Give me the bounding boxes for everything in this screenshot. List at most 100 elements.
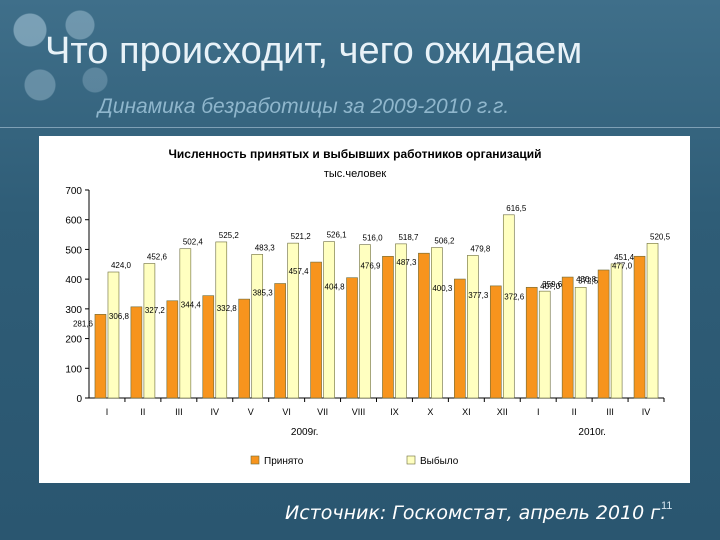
bar-accepted [130,306,143,399]
bar-accepted [166,300,179,399]
data-label: 525,2 [219,231,240,240]
data-label: 506,2 [434,237,455,246]
bar-left [323,241,335,399]
y-tick-label: 400 [65,275,82,286]
data-label: 400,3 [432,284,453,293]
bar-left [143,263,156,399]
bar-accepted [489,285,502,399]
bar-left [467,255,479,399]
data-label: 404,8 [325,283,346,292]
data-label: 377,3 [468,291,489,300]
bar-accepted [525,286,538,399]
data-label: 518,7 [398,233,419,242]
data-label: 526,1 [327,231,348,240]
puzzle-decoration [0,0,120,120]
data-label: 477,0 [612,261,633,270]
bar-left [395,243,407,399]
chart-subtitle: тыс.человек [324,168,386,180]
bar-left [574,287,587,399]
data-label: 487,3 [396,258,417,267]
source-note: Источник: Госкомстат, апрель 2010 г. [285,502,667,524]
bar-chart: Численность принятых и выбывших работник… [65,147,671,467]
data-label: 616,5 [506,204,527,213]
bar-accepted [597,269,610,399]
data-label: 520,5 [650,232,671,241]
legend-swatch [250,455,260,465]
x-tick-label: VIII [352,407,366,417]
bar-accepted [418,252,430,399]
x-tick-label: II [140,407,145,417]
bar-accepted [633,255,646,399]
bar-accepted [454,278,466,399]
data-label: 407,0 [540,282,561,291]
y-tick-label: 300 [65,305,82,316]
x-tick-label: XII [497,407,508,417]
chart-title: Численность принятых и выбывших работник… [168,147,541,161]
x-tick-label: II [572,407,577,417]
x-tick-label: VII [317,407,328,417]
data-label: 457,4 [289,267,310,276]
title-divider [0,127,720,128]
bar-left [179,248,192,399]
bar-left [431,247,443,399]
y-tick-label: 100 [65,364,82,375]
x-tick-label: III [606,407,614,417]
data-label: 306,8 [109,312,130,321]
bar-left [251,254,264,399]
y-tick-label: 200 [65,335,82,346]
legend-swatch [406,455,416,465]
bar-left [287,242,299,399]
x-tick-label: IV [642,407,651,417]
data-label: 372,5 [578,276,599,285]
bar-left [359,244,371,399]
x-tick-label: IX [390,407,399,417]
x-group-label: 2010г. [578,427,605,438]
x-tick-label: I [106,407,109,417]
page-number: 11 [661,500,673,512]
bar-accepted [94,314,107,399]
y-tick-label: 500 [65,245,82,256]
data-label: 424,0 [111,261,132,270]
bar-accepted [274,283,286,399]
bar-left [215,241,228,399]
data-label: 476,9 [360,261,381,270]
y-tick-label: 0 [76,394,82,405]
x-tick-label: X [427,407,433,417]
data-label: 281,6 [73,319,94,328]
data-label: 479,8 [470,244,491,253]
data-label: 516,0 [363,234,384,243]
data-label: 344,4 [181,301,202,310]
bar-accepted [346,277,358,399]
x-tick-label: IV [211,407,220,417]
bar-left [538,290,551,399]
data-label: 451,4 [614,253,635,262]
bar-left [610,263,623,399]
x-tick-label: III [175,407,183,417]
bar-left [646,243,659,399]
legend-label: Выбыло [420,455,459,467]
bar-left [107,271,120,399]
data-label: 521,2 [291,232,312,241]
bar-accepted [382,255,394,399]
y-tick-label: 600 [65,216,82,227]
x-group-label: 2009г. [291,427,318,438]
chart-panel: Численность принятых и выбывших работник… [39,136,690,483]
data-label: 359,6 [542,280,563,289]
data-label: 327,2 [145,306,166,315]
x-tick-label: VI [282,407,291,417]
y-tick-label: 700 [65,186,82,197]
x-tick-label: I [537,407,540,417]
data-label: 385,3 [253,289,274,298]
x-tick-label: XI [462,407,471,417]
x-tick-label: V [248,407,254,417]
data-label: 502,4 [183,238,204,247]
bar-accepted [238,298,251,399]
data-label: 452,6 [147,253,168,262]
slide-title: Что происходит, чего ожидаем [45,30,583,72]
data-label: 372,6 [504,292,525,301]
data-label: 430,8 [576,275,597,284]
bar-accepted [561,276,574,399]
slide-subtitle: Динамика безработицы за 2009-2010 г.г. [98,95,510,118]
data-label: 332,8 [217,304,238,313]
legend-label: Принято [264,456,304,467]
